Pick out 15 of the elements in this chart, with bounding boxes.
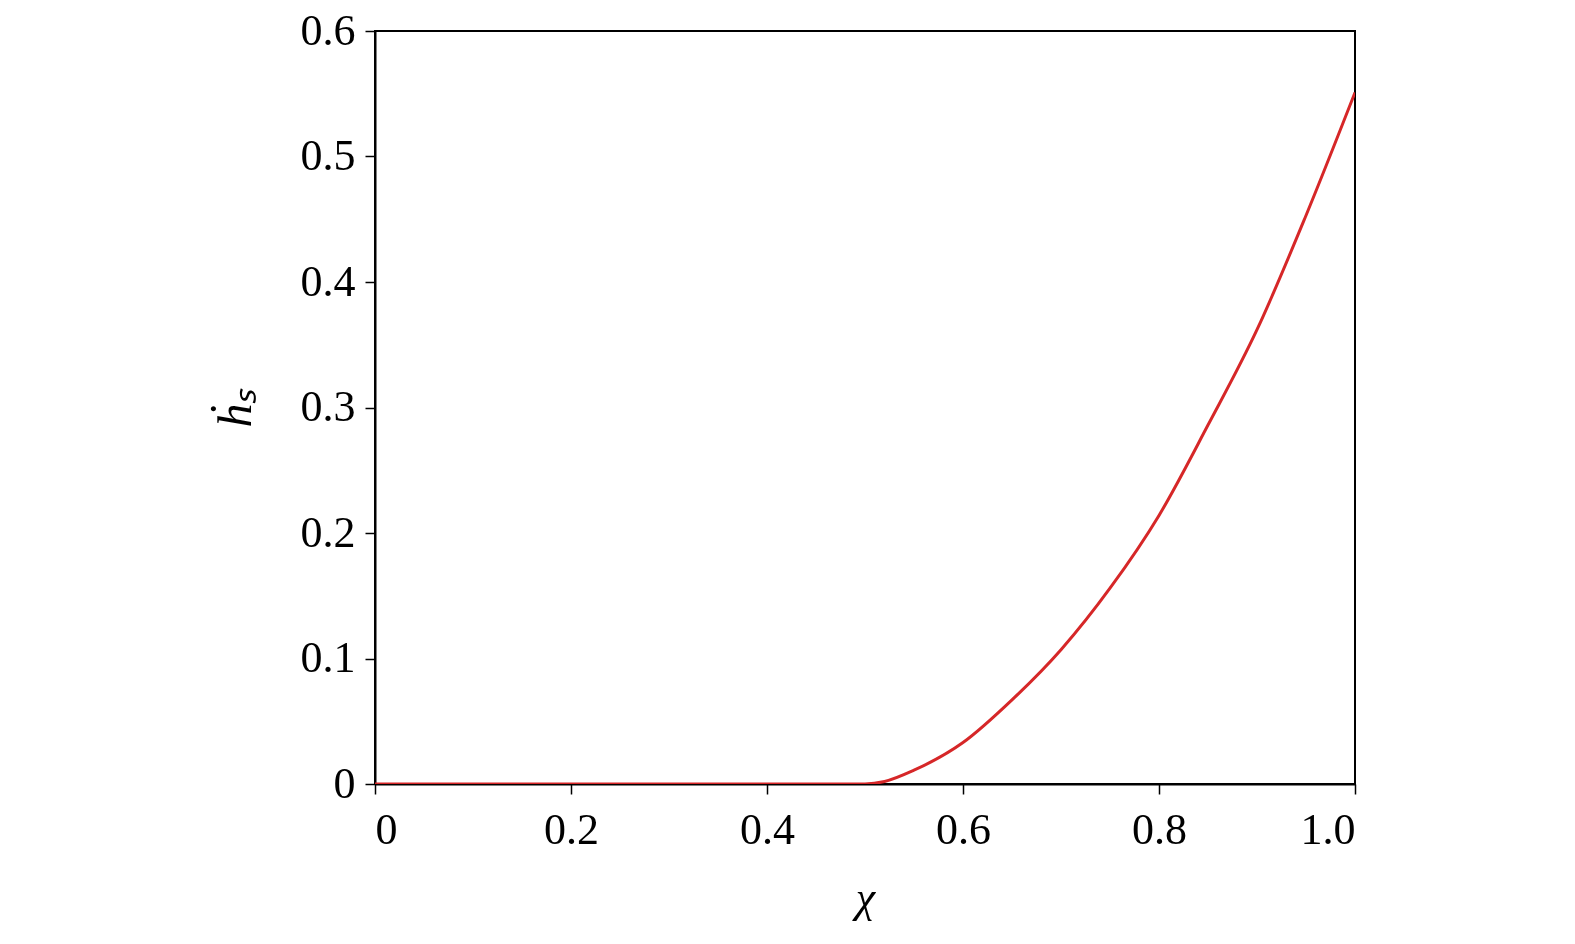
x-tick-label: 0.2	[544, 804, 599, 854]
y-tick-label: 0.2	[300, 507, 356, 557]
y-tick-label: 0.1	[300, 633, 356, 682]
y-tick-label: 0.3	[300, 382, 356, 431]
y-tick-label: 0.5	[300, 131, 356, 180]
x-tick-label: 0.8	[1132, 804, 1187, 854]
y-tick-label: 0.4	[300, 256, 356, 306]
y-axis-title: ḣₛ	[207, 387, 261, 428]
y-tick-label: 0	[333, 758, 356, 808]
y-tick-label: 0.6	[300, 5, 356, 55]
x-tick-label: 0.4	[740, 804, 795, 854]
x-tick-label: 0.6	[936, 804, 991, 854]
x-tick-label: 1.0	[1300, 804, 1356, 854]
x-axis-title: χ	[851, 872, 877, 922]
x-tick-label: 0	[375, 804, 398, 854]
